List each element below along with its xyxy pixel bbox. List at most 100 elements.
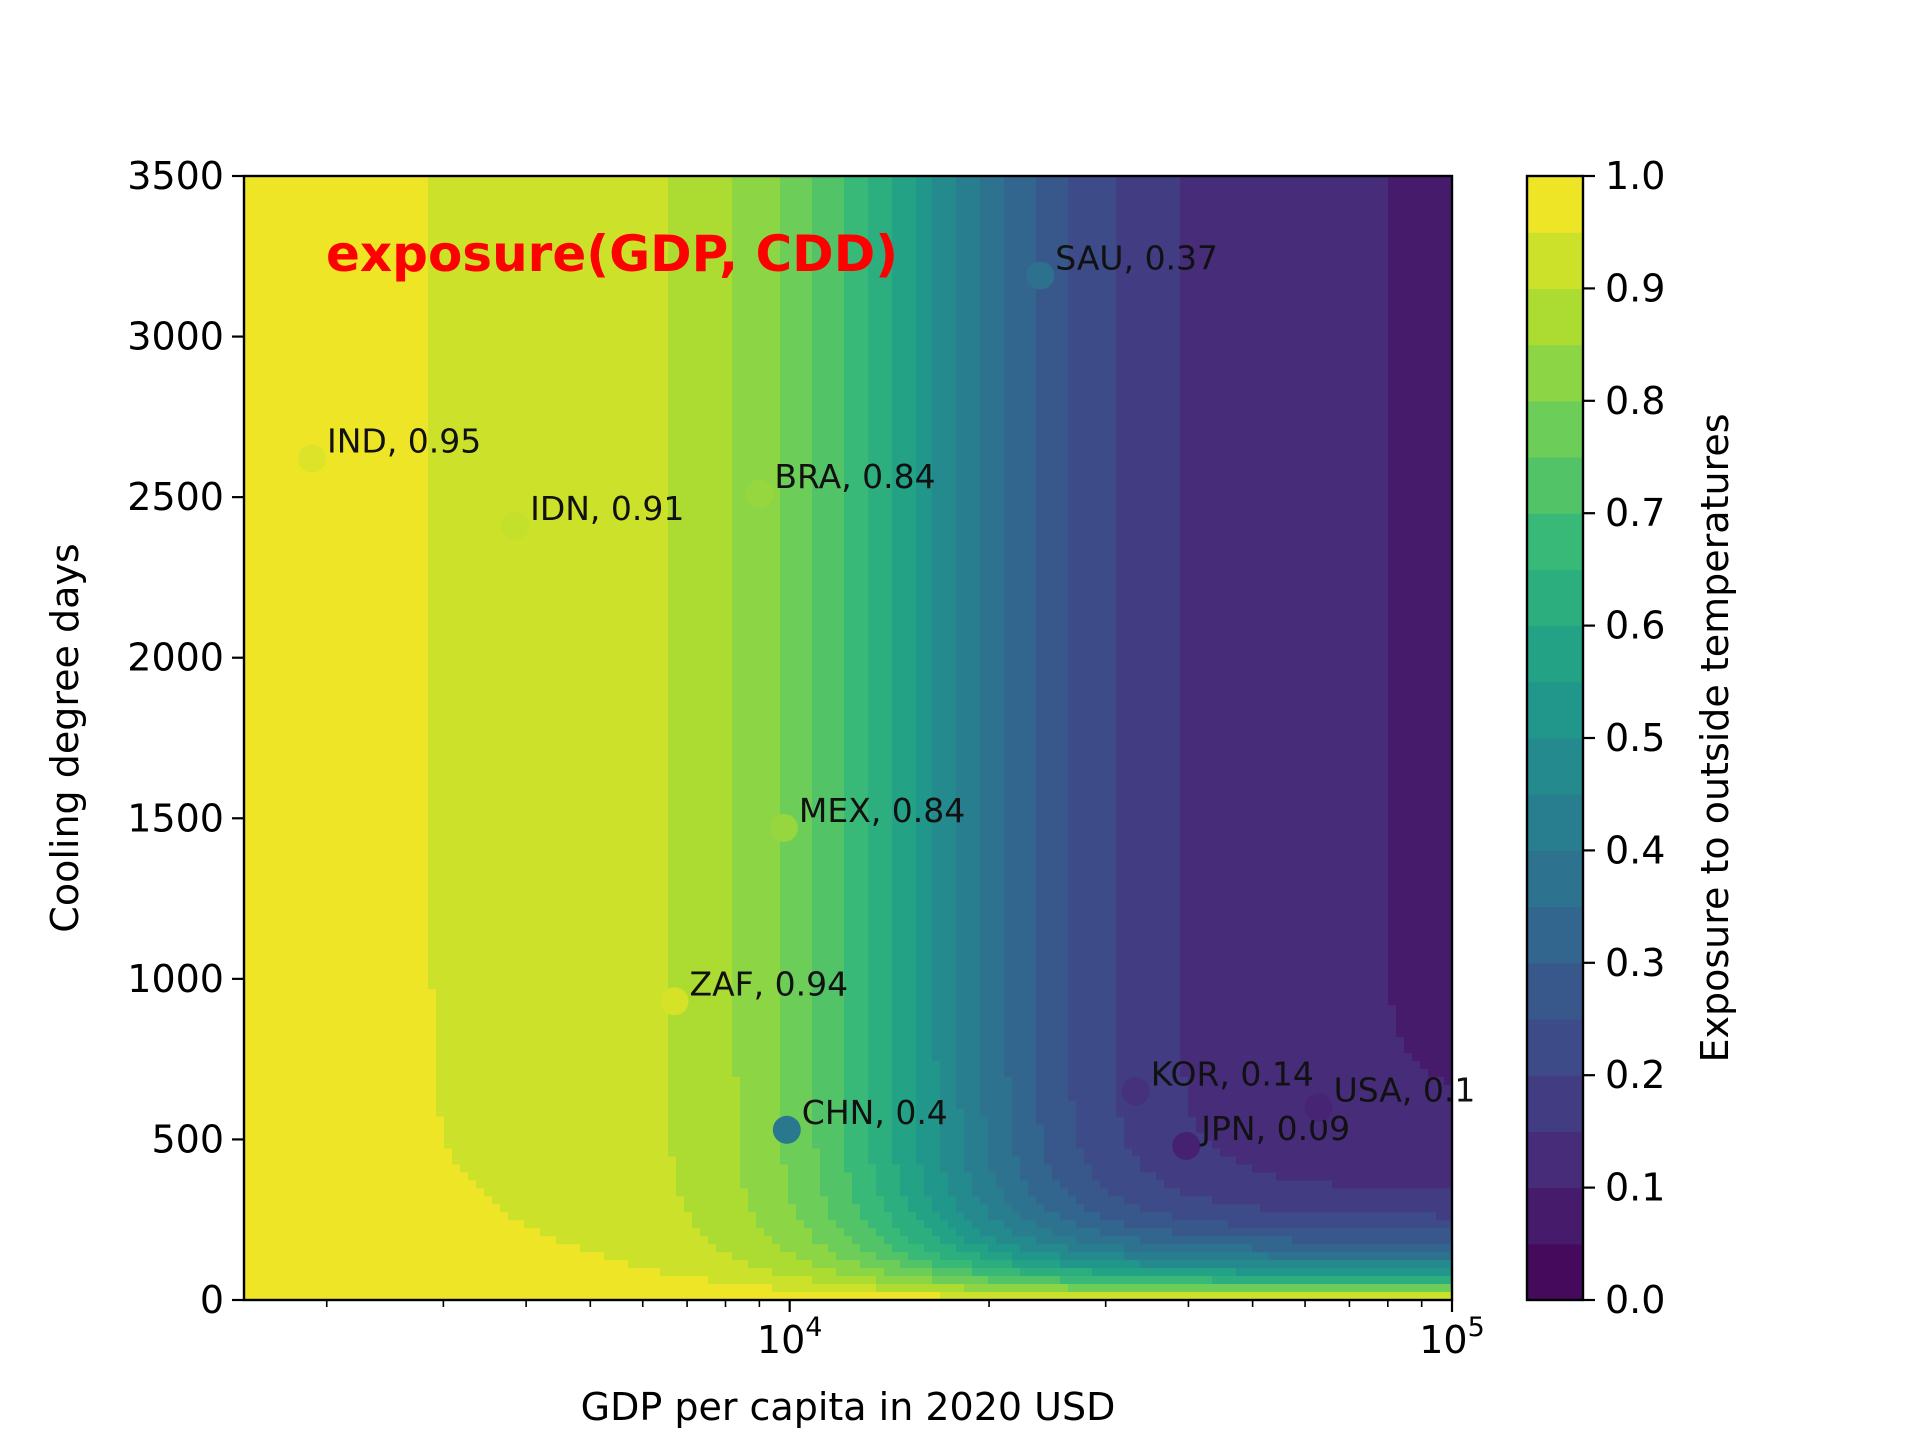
contour-cell [1068,1260,1077,1269]
contour-cell [1436,1228,1445,1245]
contour-cell [940,1276,949,1285]
contour-cell [676,176,685,1197]
contour-cell [1204,1196,1213,1221]
contour-cell [1380,1260,1389,1269]
contour-cell [1092,176,1101,1182]
contour-cell [1012,1276,1021,1285]
contour-cell [916,1292,925,1300]
contour-cell [1268,1268,1277,1277]
contour-cell [1236,1204,1245,1229]
contour-cell [1188,1276,1197,1285]
contour-cell [1220,1268,1229,1277]
colorbar-band [1527,625,1583,683]
contour-cell [948,1228,957,1245]
contour-cell [1108,1284,1117,1293]
contour-cell [1356,1244,1365,1253]
contour-cell [1188,1196,1197,1221]
contour-cell [1140,1228,1149,1245]
contour-cell [1004,1284,1013,1293]
contour-cell [924,1292,933,1300]
contour-cell [444,176,453,1150]
contour-cell [1100,1276,1109,1285]
contour-cell [1052,1260,1061,1269]
contour-cell [1212,1148,1221,1205]
contour-cell [1116,1116,1125,1197]
contour-cell [812,1284,821,1293]
contour-cell [788,1204,797,1253]
contour-cell [1284,1252,1293,1261]
colorbar-band [1527,681,1583,739]
contour-cell [708,1244,717,1285]
contour-cell [892,1284,901,1293]
contour-cell [892,1292,901,1300]
contour-cell [916,1268,925,1277]
contour-cell [1244,1268,1253,1277]
contour-cell [1212,1268,1221,1277]
colorbar-band [1527,962,1583,1020]
contour-cell [1348,1268,1357,1277]
contour-cell [1172,176,1181,1189]
contour-cell [1188,1260,1197,1269]
contour-cell [1084,1260,1093,1269]
contour-cell [1156,1292,1165,1300]
contour-cell [1092,1276,1101,1285]
contour-cell [1140,1268,1149,1277]
contour-cell [820,1244,829,1269]
contour-cell [1300,1228,1309,1245]
contour-cell [1236,1268,1245,1277]
contour-cell [1228,1268,1237,1277]
contour-cell [732,176,741,1078]
contour-cell [1124,1284,1133,1293]
contour-cell [548,1236,557,1300]
y-tick-label: 3500 [127,154,224,198]
contour-cell [1356,1260,1365,1269]
contour-cell [1356,1228,1365,1245]
contour-cell [372,176,381,1300]
contour-cell [1380,1212,1389,1229]
contour-cell [1204,1220,1213,1237]
contour-cell [692,176,701,1229]
contour-cell [1044,1244,1053,1253]
contour-cell [636,1268,645,1300]
contour-cell [940,1220,949,1245]
contour-cell [836,176,845,1229]
contour-cell [964,1268,973,1277]
contour-cell [988,1292,997,1300]
contour-cell [948,1284,957,1293]
contour-cell [1116,1276,1125,1285]
contour-cell [1308,1212,1317,1229]
contour-cell [932,176,941,1062]
contour-cell [1364,1244,1373,1253]
contour-cell [956,1252,965,1261]
contour-cell [1348,176,1357,1189]
contour-cell [1108,1268,1117,1277]
contour-cell [1084,1244,1093,1253]
contour-cell [844,1276,853,1285]
contour-cell [644,1268,653,1300]
contour-cell [796,1220,805,1261]
contour-cell [900,1292,909,1300]
contour-cell [1340,1228,1349,1245]
contour-cell [1380,1244,1389,1253]
contour-cell [980,1260,989,1269]
contour-cell [1284,1292,1293,1300]
contour-cell [1132,1204,1141,1229]
contour-cell [1156,1244,1165,1253]
contour-cell [1172,1188,1181,1221]
y-tick-label: 2000 [127,636,224,680]
contour-cell [852,1276,861,1285]
contour-cell [508,176,517,1221]
contour-cell [676,1196,685,1277]
contour-cell [1140,1284,1149,1293]
contour-cell [1372,1252,1381,1261]
contour-cell [692,1228,701,1277]
contour-cell [956,176,965,1110]
colorbar-tick-label: 0.3 [1605,941,1665,985]
contour-cell [1260,1172,1269,1213]
contour-cell [868,1276,877,1285]
contour-cell [1388,1268,1397,1277]
contour-cell [964,1276,973,1285]
contour-cell [1244,1244,1253,1253]
contour-cell [1060,1268,1069,1277]
